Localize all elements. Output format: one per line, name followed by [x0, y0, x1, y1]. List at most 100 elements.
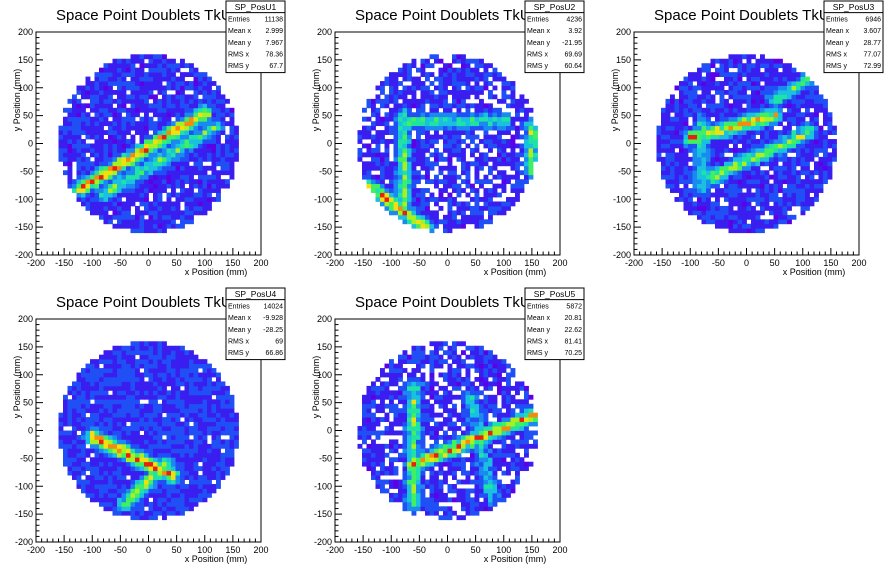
heatmap-cell — [234, 434, 239, 440]
heatmap-cell — [220, 412, 226, 418]
heatmap-cell — [715, 165, 720, 171]
heatmap-cell — [162, 214, 167, 220]
heatmap-cell — [515, 161, 520, 167]
heatmap-cell — [438, 170, 444, 176]
heatmap-cell — [715, 192, 720, 198]
heatmap-cell — [724, 63, 729, 69]
heatmap-cell — [425, 121, 430, 127]
heatmap-cell — [692, 165, 698, 171]
heatmap-cell — [76, 421, 82, 427]
heatmap-cell — [375, 174, 381, 180]
heatmap-cell — [153, 205, 158, 211]
heatmap-cell — [366, 98, 372, 104]
heatmap-cell — [63, 125, 68, 131]
heatmap-cell — [58, 134, 64, 140]
heatmap-cell — [755, 170, 761, 176]
heatmap-cell — [398, 183, 403, 189]
heatmap-cell — [234, 443, 239, 449]
heatmap-cell — [818, 156, 824, 162]
heatmap-cell — [679, 165, 684, 171]
heatmap-cell — [479, 152, 484, 158]
heatmap-cell — [103, 147, 109, 153]
heatmap-cell — [63, 421, 68, 427]
heatmap-cell — [211, 457, 217, 463]
heatmap-cell — [393, 72, 399, 77]
heatmap-cell — [162, 399, 167, 405]
heatmap-cell — [755, 125, 761, 131]
heatmap-cell — [670, 98, 675, 104]
heatmap-cell — [184, 139, 190, 144]
heatmap-cell — [202, 381, 208, 387]
heatmap-cell — [688, 201, 693, 207]
heatmap-cell — [760, 152, 765, 158]
heatmap-cell — [148, 417, 154, 422]
heatmap-cell — [402, 89, 408, 95]
heatmap-cell — [429, 223, 435, 229]
heatmap-cell — [94, 439, 100, 445]
heatmap-cell — [746, 152, 752, 158]
heatmap-cell — [198, 76, 203, 82]
heatmap-cell — [189, 399, 194, 405]
heatmap-cell — [90, 475, 95, 480]
heatmap-cell — [665, 107, 671, 113]
heatmap-cell — [519, 147, 525, 153]
heatmap-cell — [175, 205, 181, 211]
heatmap-cell — [103, 434, 109, 440]
heatmap-cell — [175, 385, 181, 391]
heatmap-cell — [474, 214, 480, 220]
heatmap-cell — [117, 121, 122, 127]
heatmap-cell — [211, 381, 217, 387]
heatmap-cell — [90, 107, 95, 113]
heatmap-cell — [76, 183, 82, 189]
heatmap-cell — [519, 170, 525, 176]
heatmap-cell — [162, 461, 167, 467]
heatmap-cell — [796, 116, 801, 122]
heatmap-cell — [157, 479, 163, 485]
heatmap-cell — [456, 98, 462, 104]
heatmap-cell — [679, 125, 684, 131]
heatmap-cell — [701, 197, 707, 202]
heatmap-cell — [139, 197, 145, 202]
heatmap-cell — [733, 107, 738, 113]
heatmap-cell — [198, 452, 203, 458]
heatmap-cell — [126, 192, 131, 198]
heatmap-cell — [189, 372, 194, 378]
x-tick-label: -150 — [55, 545, 73, 555]
heatmap-cell — [796, 139, 801, 144]
heatmap-cell — [198, 417, 203, 422]
heatmap-cell — [533, 134, 538, 140]
stats-value: 11138 — [265, 17, 284, 24]
heatmap-cell — [715, 179, 720, 185]
heatmap-cell — [126, 183, 131, 189]
heatmap-cell — [800, 210, 806, 216]
heatmap-cell — [189, 470, 194, 476]
heatmap-cell — [81, 116, 86, 122]
heatmap-cell — [162, 188, 167, 193]
heatmap-cell — [787, 139, 792, 144]
heatmap-cell — [697, 156, 702, 162]
heatmap-cell — [683, 152, 689, 158]
heatmap-cell — [728, 112, 734, 118]
heatmap-cell — [479, 89, 484, 95]
heatmap-cell — [85, 125, 91, 131]
heatmap-cell — [751, 103, 756, 109]
heatmap-cell — [701, 165, 707, 171]
heatmap-cell — [782, 103, 788, 109]
heatmap-cell — [398, 112, 403, 118]
heatmap-cell — [760, 139, 765, 144]
heatmap-cell — [733, 179, 738, 185]
heatmap-cell — [800, 121, 806, 127]
y-tick-label: -100 — [314, 194, 332, 204]
heatmap-cell — [670, 94, 675, 100]
heatmap-cell — [429, 214, 435, 220]
heatmap-cell — [58, 156, 64, 162]
heatmap-cell — [751, 125, 756, 131]
heatmap-cell — [764, 81, 770, 86]
heatmap-cell — [130, 139, 136, 144]
heatmap-cell — [438, 58, 444, 64]
heatmap-cell — [103, 466, 109, 472]
heatmap-cell — [76, 156, 82, 162]
heatmap-cell — [706, 116, 711, 122]
heatmap-cell — [398, 174, 403, 180]
heatmap-cell — [126, 345, 131, 351]
